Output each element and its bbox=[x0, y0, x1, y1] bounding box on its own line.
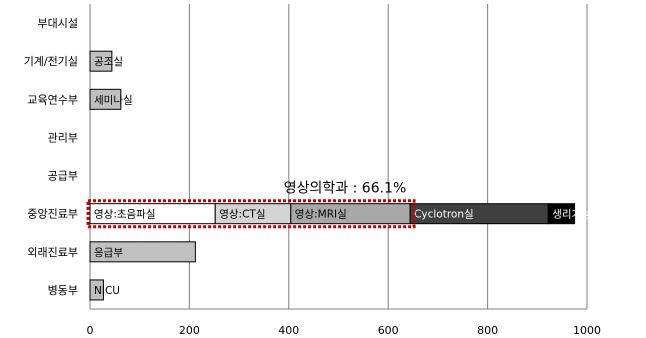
grid-lines bbox=[89, 4, 588, 310]
category-label: 공급부 bbox=[48, 170, 78, 183]
category-label: 부대시설 bbox=[38, 17, 78, 30]
category-label: 기계/전기실 bbox=[24, 55, 78, 68]
bar-segment-label: 세미나실 bbox=[94, 94, 133, 106]
bar-segment-label: 영상:CT실 bbox=[219, 209, 265, 221]
bar-segment-label: 응급부 bbox=[94, 247, 123, 259]
bar-segment bbox=[89, 50, 113, 72]
category-label: 관리부 bbox=[48, 131, 78, 144]
highlight-label: 영상의학과 : 66.1% bbox=[284, 181, 407, 197]
x-tick-label: 400 bbox=[278, 324, 299, 337]
annotations: 영상의학과 : 66.1% bbox=[86, 181, 416, 229]
category-label: 교육연수부 bbox=[27, 93, 78, 106]
bar-segment bbox=[89, 279, 104, 301]
bar-segment-label: Cyclotron실 bbox=[414, 209, 474, 221]
x-tick-label: 1000 bbox=[573, 324, 601, 337]
x-tick-label: 600 bbox=[378, 324, 399, 337]
bar-segment-label: 영상:초음파실 bbox=[94, 209, 156, 221]
bar-segment-label: NICU bbox=[94, 285, 120, 297]
bar-segment-label: 생리기능검사부 bbox=[552, 209, 620, 221]
bar-segment bbox=[89, 88, 122, 110]
bar-segment bbox=[89, 241, 196, 263]
value-axis-ticks: 0 200 400 600 800 1000 bbox=[87, 324, 602, 337]
category-axis-labels: 병동부 외래진료부 중앙진료부 공급부 관리부 교육연수부 기계/전기실 부대시설 bbox=[24, 17, 78, 297]
bar-segment-label: 공조실 bbox=[94, 56, 123, 68]
category-label: 중앙진료부 bbox=[27, 208, 78, 221]
highlight-box bbox=[86, 199, 416, 229]
x-tick-label: 200 bbox=[179, 324, 200, 337]
bar-segment bbox=[547, 203, 576, 225]
x-tick-label: 0 bbox=[87, 324, 94, 337]
x-tick-label: 800 bbox=[477, 324, 498, 337]
category-label: 병동부 bbox=[48, 284, 78, 297]
bars: NICU 응급부 영상:초음파실 영상:CT실 영상:MRI실 Cyclotron실 생리기… bbox=[89, 50, 620, 301]
bar-segment-label: 영상:MRI실 bbox=[295, 209, 347, 221]
category-label: 외래진료부 bbox=[27, 246, 78, 259]
